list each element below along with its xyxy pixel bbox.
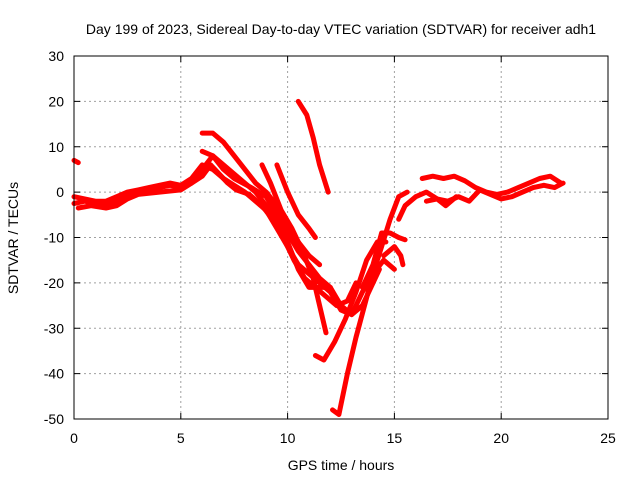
- x-tick-label: 15: [387, 430, 403, 446]
- x-tick-label: 5: [177, 430, 185, 446]
- y-tick-label: -40: [44, 366, 64, 382]
- series-line-arc-15: [423, 194, 459, 209]
- tick-labels: 0 5 10 15 20 25 30 20 10 0 -10 -20 -30 -40 -50: [44, 48, 616, 446]
- series-line-arc-2: [71, 162, 397, 318]
- x-axis-label: GPS time / hours: [288, 457, 395, 473]
- x-tick-label: 10: [280, 430, 296, 446]
- series-line-arc-14: [419, 173, 564, 197]
- series-line-arc-8: [295, 98, 331, 195]
- y-axis-label: SDTVAR / TECUs: [5, 182, 21, 294]
- series-line-arc-12: [381, 244, 406, 268]
- series-line-arc-5: [199, 148, 333, 290]
- series-line-arc-16: [71, 157, 81, 166]
- axis-ticks: [73, 55, 609, 420]
- y-tick-label: -30: [44, 320, 64, 336]
- series-line-arc-10: [330, 189, 410, 417]
- series-line-arc-11: [359, 230, 408, 290]
- y-tick-label: -50: [44, 411, 64, 427]
- y-tick-label: 30: [48, 48, 64, 64]
- x-tick-label: 0: [70, 430, 78, 446]
- data-series: [71, 98, 566, 417]
- x-tick-label: 25: [600, 430, 616, 446]
- y-tick-label: -10: [44, 230, 64, 246]
- x-tick-label: 20: [493, 430, 509, 446]
- chart-title: Day 199 of 2023, Sidereal Day-to-day VTE…: [86, 21, 596, 37]
- y-tick-label: 10: [48, 139, 64, 155]
- y-tick-label: 0: [56, 184, 64, 200]
- y-tick-label: -20: [44, 275, 64, 291]
- series-line-arc-6: [259, 162, 329, 336]
- y-tick-label: 20: [48, 93, 64, 109]
- series-line-arc-7: [274, 162, 318, 240]
- series-line-arc-9: [312, 239, 389, 363]
